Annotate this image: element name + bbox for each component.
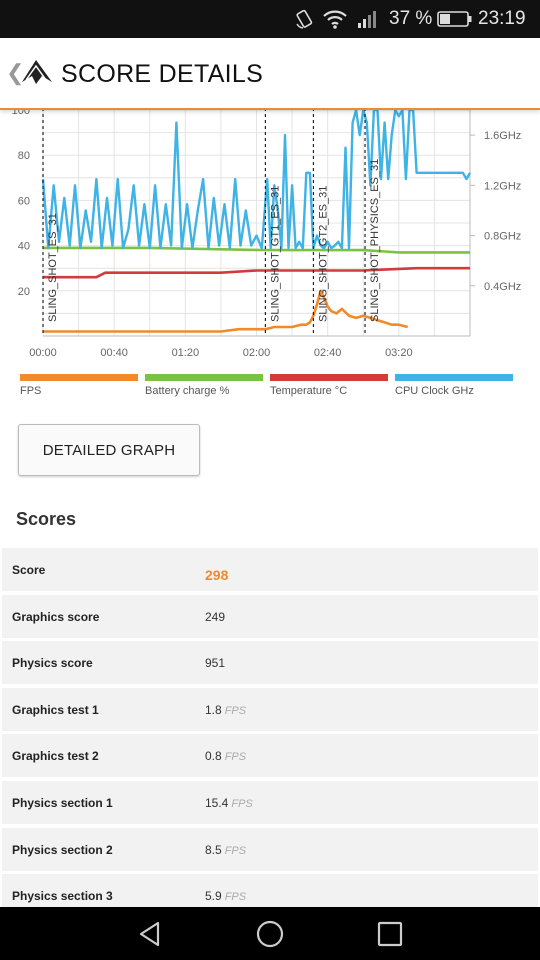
test-marker-label: SLING_SHOT_ES_31	[47, 213, 59, 322]
x-tick-label: 01:20	[172, 347, 200, 359]
x-tick-label: 00:40	[100, 347, 128, 359]
score-unit: FPS	[224, 844, 247, 857]
score-value: 951	[205, 656, 226, 671]
legend-swatch-cpu-clock	[395, 374, 513, 381]
legend-label-fps: FPS	[20, 385, 42, 397]
x-tick-label: 02:00	[243, 347, 271, 359]
score-unit: FPS	[231, 797, 253, 810]
legend-swatch-battery	[145, 374, 263, 381]
y-left-tick-label: 40	[18, 241, 30, 253]
clock: 23:19	[478, 8, 526, 29]
score-value: 8.5	[205, 842, 222, 857]
x-tick-label: 02:40	[314, 347, 342, 359]
test-marker-label: SLING_SHOT_GT2_ES_31	[317, 186, 329, 322]
app-bar: ❮ SCORE DETAILS	[0, 38, 540, 110]
page-title: SCORE DETAILS	[61, 60, 264, 88]
series-cpu-clock-ghz-line	[41, 108, 472, 250]
performance-graph: 20 40 60 80 100 0.4GHz 0.8GHz 1.2GHz 1.6GHz 00:00…	[0, 108, 540, 368]
legend-label-temperature: Temperature °C	[270, 385, 348, 397]
score-value: 1.8	[205, 702, 222, 717]
back-chevron-icon[interactable]: ❮	[6, 60, 25, 85]
legend-label-battery: Battery charge %	[145, 385, 230, 397]
score-value: 249	[205, 609, 226, 624]
score-label: Graphics test 2	[12, 749, 99, 764]
score-value: 5.9	[205, 889, 222, 904]
score-unit: FPS	[224, 891, 247, 904]
scores-table: Score 298 Graphics score 249 Physics sco…	[2, 547, 538, 907]
score-row-graphics-test-2: Graphics test 2 0.8 FPS	[2, 733, 538, 778]
score-label: Physics section 1	[12, 795, 113, 810]
legend-swatch-fps	[20, 374, 138, 381]
score-label: Score	[12, 563, 46, 577]
y-left-tick-label: 20	[18, 286, 30, 298]
score-unit: FPS	[224, 751, 247, 764]
y-right-tick-label: 0.8GHz	[484, 231, 521, 243]
app-logo-icon[interactable]	[20, 56, 54, 90]
score-row-physics: Physics score 951	[2, 640, 538, 685]
scores-heading: Scores	[16, 509, 77, 529]
y-right-tick-label: 1.6GHz	[484, 130, 521, 142]
legend-item-battery: Battery charge %	[145, 374, 263, 397]
score-label: Graphics test 1	[12, 702, 99, 717]
score-label: Physics section 3	[12, 889, 113, 904]
x-tick-label: 03:20	[385, 347, 413, 359]
back-nav-icon[interactable]	[133, 917, 167, 951]
test-marker-label: SLING_SHOT_GT1_ES_31	[269, 186, 281, 322]
score-row-physics-section-2: Physics section 2 8.5 FPS	[2, 826, 538, 871]
status-bar: 37 % 23:19	[0, 0, 540, 38]
score-label: Physics score	[12, 656, 93, 671]
x-tick-label: 00:00	[29, 347, 57, 359]
score-row-physics-section-3: Physics section 3 5.9 FPS	[2, 873, 538, 907]
recents-nav-icon[interactable]	[373, 917, 407, 951]
score-unit: FPS	[224, 704, 247, 717]
score-value: 15.4	[205, 795, 229, 810]
score-label: Physics section 2	[12, 842, 113, 857]
y-left-tick-label: 60	[18, 195, 30, 207]
y-left-tick-label: 80	[18, 150, 30, 162]
score-row-graphics-test-1: Graphics test 1 1.8 FPS	[2, 686, 538, 731]
legend-item-cpu-clock: CPU Clock GHz	[395, 374, 513, 397]
series-temperature-c-line	[43, 266, 470, 279]
legend-item-temperature: Temperature °C	[270, 374, 388, 397]
rotation-lock-icon	[294, 0, 316, 38]
y-right-tick-label: 1.2GHz	[484, 180, 521, 192]
y-left-tick-label: 100	[12, 108, 30, 117]
score-row-physics-section-1: Physics section 1 15.4 FPS	[2, 779, 538, 824]
test-marker-label: SLING_SHOT_PHYSICS_ES_31	[369, 159, 381, 322]
signal-icon	[356, 0, 380, 38]
navigation-bar	[0, 907, 540, 960]
series-fps-line	[43, 289, 409, 333]
battery-percent: 37 %	[389, 8, 433, 29]
detailed-graph-button[interactable]: DETAILED GRAPH	[18, 424, 200, 476]
battery-icon	[437, 0, 473, 38]
score-value: 298	[205, 567, 229, 583]
chart-svg: 20 40 60 80 100 0.4GHz 0.8GHz 1.2GHz 1.6GHz 00:00…	[12, 108, 521, 359]
score-row-total: Score 298	[2, 547, 538, 591]
score-row-graphics: Graphics score 249	[2, 593, 538, 638]
chart-legend: FPS Battery charge % Temperature °C CPU …	[0, 374, 540, 404]
legend-swatch-temperature	[270, 374, 388, 381]
legend-item-fps: FPS	[20, 374, 138, 397]
home-nav-icon[interactable]	[253, 917, 287, 951]
y-right-tick-label: 0.4GHz	[484, 281, 521, 293]
legend-label-cpu-clock: CPU Clock GHz	[395, 385, 474, 397]
score-value: 0.8	[205, 749, 222, 764]
score-label: Graphics score	[12, 609, 100, 624]
wifi-icon	[322, 0, 348, 38]
